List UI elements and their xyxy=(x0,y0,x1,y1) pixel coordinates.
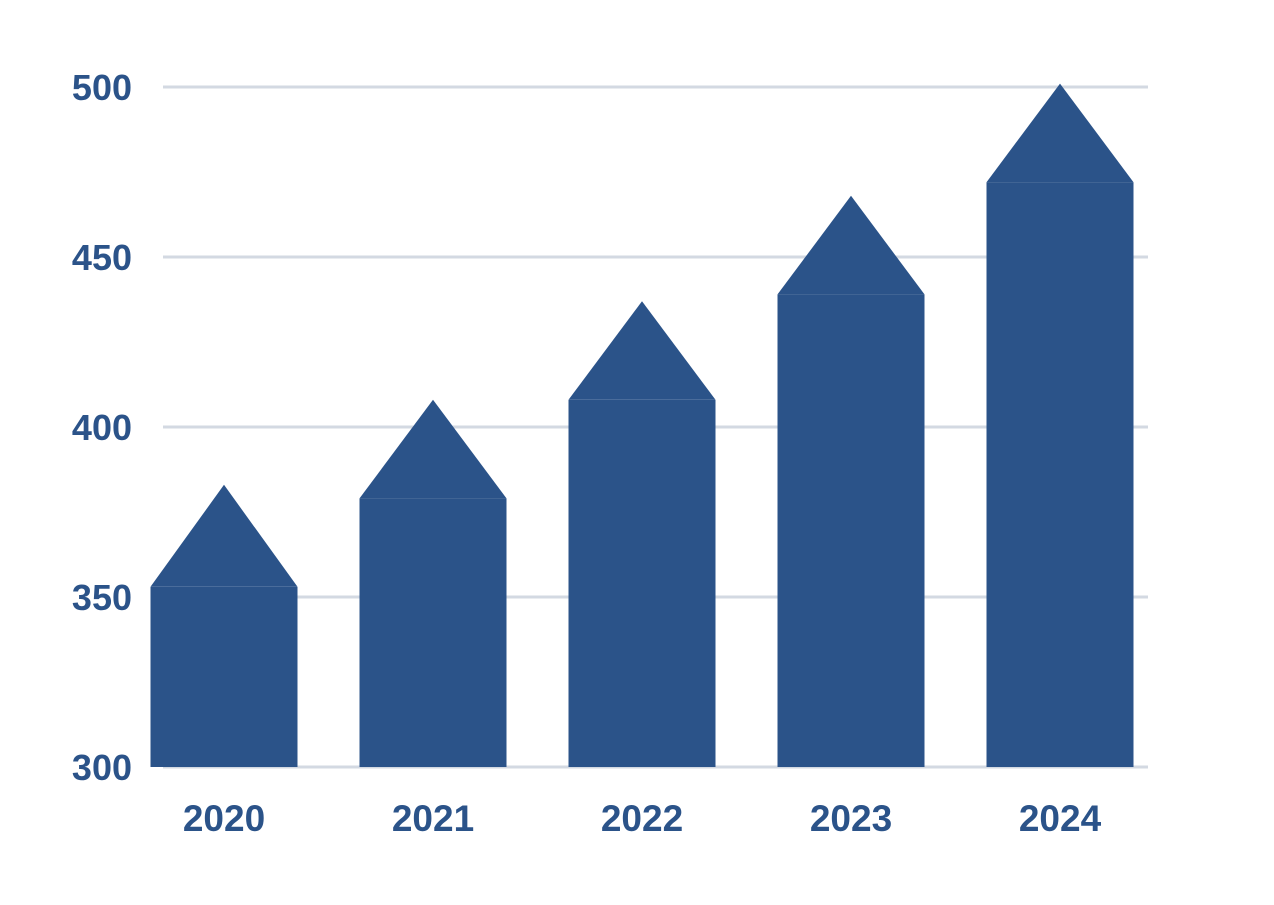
bar-2022 xyxy=(568,399,716,767)
bar-arrowhead-2020 xyxy=(150,484,298,587)
y-tick-label: 400 xyxy=(72,407,132,448)
y-tick-label: 300 xyxy=(72,747,132,788)
bar-arrowhead-2024 xyxy=(986,83,1134,183)
x-tick-label: 2023 xyxy=(810,798,892,839)
bar-arrowhead-2023 xyxy=(777,195,925,295)
y-tick-label: 500 xyxy=(72,67,132,108)
y-axis-ticks: 300 350 400 450 500 xyxy=(72,67,132,788)
bar-2024 xyxy=(986,182,1134,767)
y-tick-label: 350 xyxy=(72,577,132,618)
bar-arrowhead-2021 xyxy=(359,399,507,499)
x-tick-label: 2021 xyxy=(392,798,474,839)
bars xyxy=(150,83,1134,767)
x-tick-label: 2022 xyxy=(601,798,683,839)
bar-2021 xyxy=(359,498,507,767)
x-axis-ticks: 2020 2021 2022 2023 2024 xyxy=(183,798,1102,839)
bar-2023 xyxy=(777,294,925,767)
x-tick-label: 2020 xyxy=(183,798,265,839)
x-tick-label: 2024 xyxy=(1019,798,1102,839)
bar-arrowhead-2022 xyxy=(568,301,716,400)
y-tick-label: 450 xyxy=(72,237,132,278)
bar-2020 xyxy=(150,586,298,767)
